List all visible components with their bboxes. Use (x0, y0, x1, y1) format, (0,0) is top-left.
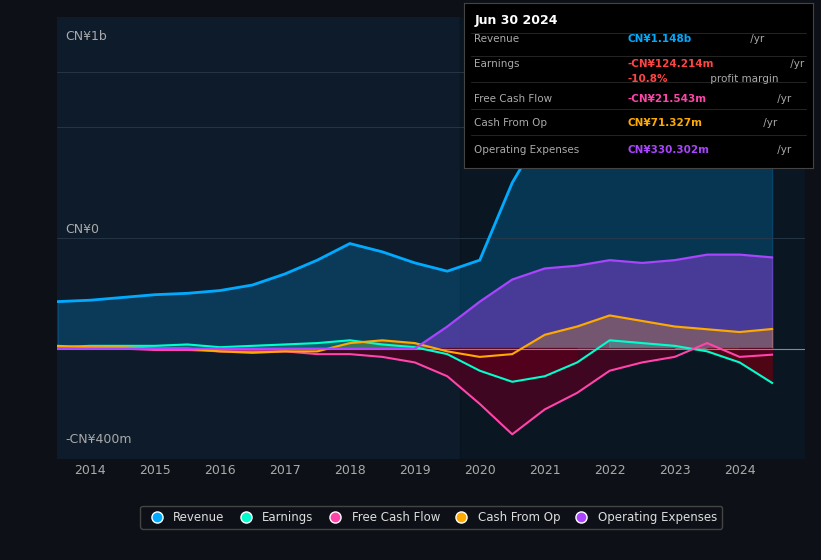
Text: Earnings: Earnings (475, 59, 520, 69)
Text: Cash From Op: Cash From Op (475, 118, 548, 128)
Text: /yr: /yr (773, 94, 791, 104)
Legend: Revenue, Earnings, Free Cash Flow, Cash From Op, Operating Expenses: Revenue, Earnings, Free Cash Flow, Cash … (140, 506, 722, 529)
Text: /yr: /yr (760, 118, 777, 128)
Text: -CN¥400m: -CN¥400m (65, 433, 131, 446)
Text: -CN¥124.214m: -CN¥124.214m (628, 59, 714, 69)
Text: /yr: /yr (787, 59, 805, 69)
Text: CN¥71.327m: CN¥71.327m (628, 118, 703, 128)
Text: profit margin: profit margin (708, 74, 779, 84)
Bar (461, 17, 805, 459)
Text: Jun 30 2024: Jun 30 2024 (475, 15, 557, 27)
Text: Free Cash Flow: Free Cash Flow (475, 94, 553, 104)
Text: Revenue: Revenue (475, 34, 520, 44)
Text: -CN¥21.543m: -CN¥21.543m (628, 94, 707, 104)
Text: CN¥1.148b: CN¥1.148b (628, 34, 692, 44)
Text: /yr: /yr (747, 34, 764, 44)
Text: -10.8%: -10.8% (628, 74, 668, 84)
Text: /yr: /yr (773, 145, 791, 155)
Text: CN¥1b: CN¥1b (65, 30, 107, 43)
Text: Operating Expenses: Operating Expenses (475, 145, 580, 155)
Text: CN¥330.302m: CN¥330.302m (628, 145, 710, 155)
Text: CN¥0: CN¥0 (65, 222, 99, 236)
